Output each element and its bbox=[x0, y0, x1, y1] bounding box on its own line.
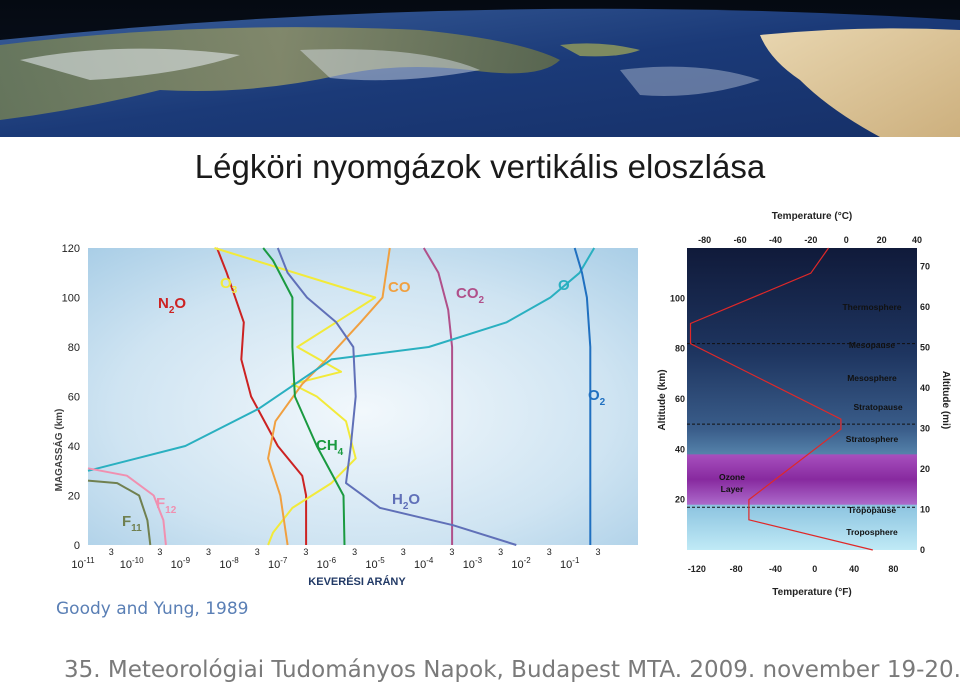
curve-ch4 bbox=[262, 247, 346, 546]
x-minor-tick-label: 3 bbox=[255, 547, 260, 557]
layer-label-stratosphere: Stratosphere bbox=[846, 434, 899, 444]
footer-text: 35. Meteorológiai Tudományos Napok, Buda… bbox=[64, 657, 960, 683]
x-minor-tick-label: 3 bbox=[109, 547, 114, 557]
x-tick-label: 10-2 bbox=[511, 556, 531, 571]
x-minor-tick-label: 3 bbox=[157, 547, 162, 557]
top-tick-label: -80 bbox=[698, 235, 711, 245]
layer-boundaries bbox=[687, 343, 917, 508]
top-tick-label: -60 bbox=[734, 235, 747, 245]
x-minor-tick-label: 3 bbox=[303, 547, 308, 557]
top-tick-label: 20 bbox=[877, 235, 887, 245]
curve-co2 bbox=[422, 247, 454, 545]
bottom-tick-label: -80 bbox=[730, 564, 743, 574]
layer-label-mesosphere: Mesosphere bbox=[847, 373, 897, 383]
layer-label-thermosphere: Thermosphere bbox=[842, 302, 901, 312]
layer-label-mesopause: Mesopause bbox=[849, 340, 896, 350]
x-tick-label: 10-3 bbox=[463, 556, 483, 571]
right-tick-label: 20 bbox=[920, 464, 930, 474]
top-tick-label: 0 bbox=[844, 235, 849, 245]
x-tick-label: 10-11 bbox=[71, 556, 95, 571]
curve-o2 bbox=[573, 247, 592, 545]
x-minor-tick-label: 3 bbox=[206, 547, 211, 557]
x-minor-tick-label: 3 bbox=[449, 547, 454, 557]
y-tick-label: 20 bbox=[68, 491, 80, 503]
bottom-tick-label: 80 bbox=[888, 564, 898, 574]
series-label-o: O bbox=[558, 277, 570, 294]
curve-co bbox=[267, 247, 391, 546]
page-title: Légköri nyomgázok vertikális eloszlása bbox=[194, 148, 766, 185]
bottom-axis-title: Temperature (°F) bbox=[772, 587, 851, 598]
y-tick-label: 100 bbox=[62, 293, 80, 305]
citation: Goody and Yung, 1989 bbox=[56, 599, 249, 619]
x-tick-label: 10-10 bbox=[120, 556, 144, 571]
right-tick-label: 30 bbox=[920, 424, 930, 434]
x-tick-label: 10-5 bbox=[365, 556, 385, 571]
left-tick-label: 80 bbox=[675, 344, 685, 354]
y-axis: 0 20 40 60 80 100 120 bbox=[62, 243, 80, 552]
layer-label-tropopause: Tropopause bbox=[848, 505, 896, 515]
y-axis-title: MAGASSÁG (km) bbox=[52, 409, 65, 492]
y-tick-label: 0 bbox=[74, 540, 80, 552]
x-minor-tick-label: 3 bbox=[498, 547, 503, 557]
x-minor-tick-label: 3 bbox=[352, 547, 357, 557]
x-tick-label: 10-9 bbox=[171, 556, 191, 571]
top-tick-label: -20 bbox=[804, 235, 817, 245]
y-tick-label: 60 bbox=[68, 392, 80, 404]
temperature-profile-line bbox=[689, 247, 873, 551]
x-tick-label: 10-4 bbox=[414, 556, 434, 571]
layer-labels: Thermosphere Mesopause Mesosphere Stratopau… bbox=[719, 302, 903, 537]
x-tick-label: 10-8 bbox=[219, 556, 239, 571]
x-axis-title: KEVERÉSI ARÁNY bbox=[308, 575, 406, 588]
curve-group bbox=[87, 247, 596, 546]
top-tick-label: -40 bbox=[769, 235, 782, 245]
axes: -80 -60 -40 -20 0 20 40-120 -80 -40 0 40 8010080604… bbox=[670, 235, 930, 574]
earth-satellite-banner bbox=[0, 0, 960, 137]
bottom-tick-label: -40 bbox=[769, 564, 782, 574]
series-label-n2o: N2O bbox=[158, 295, 186, 316]
series-label-co2: CO2 bbox=[456, 285, 485, 306]
y-tick-label: 80 bbox=[68, 342, 80, 354]
bottom-tick-label: -120 bbox=[688, 564, 706, 574]
right-tick-label: 60 bbox=[920, 302, 930, 312]
right-tick-label: 0 bbox=[920, 545, 925, 555]
curve-o bbox=[87, 247, 596, 472]
right-tick-label: 40 bbox=[920, 383, 930, 393]
right-tick-label: 10 bbox=[920, 505, 930, 515]
x-tick-label: 10-1 bbox=[560, 556, 580, 571]
series-label-co: CO bbox=[388, 279, 411, 296]
y-tick-label: 40 bbox=[68, 441, 80, 453]
layer-label-stratopause: Stratopause bbox=[853, 402, 902, 412]
ozone-layer-band bbox=[687, 454, 917, 505]
curve-f11 bbox=[87, 479, 152, 546]
x-tick-label: 10-6 bbox=[317, 556, 337, 571]
left-tick-label: 60 bbox=[675, 394, 685, 404]
x-minor-tick-label: 3 bbox=[547, 547, 552, 557]
bottom-tick-label: 40 bbox=[849, 564, 859, 574]
right-tick-label: 70 bbox=[920, 262, 930, 272]
series-label-ch4: CH4 bbox=[316, 437, 344, 458]
layer-label-ozone: Ozone Layer bbox=[719, 472, 745, 494]
left-tick-label: 20 bbox=[675, 495, 685, 505]
right-axis-title: Altitude (mi) bbox=[940, 371, 951, 429]
left-axis-title: Altitude (km) bbox=[657, 369, 668, 430]
curve-h2o bbox=[276, 247, 517, 546]
bottom-tick-label: 0 bbox=[812, 564, 817, 574]
x-tick-label: 10-7 bbox=[268, 556, 288, 571]
top-tick-label: 40 bbox=[912, 235, 922, 245]
curve-n2o bbox=[216, 247, 308, 545]
right-tick-label: 50 bbox=[920, 343, 930, 353]
y-tick-label: 120 bbox=[62, 243, 80, 255]
series-label-h2o: H2O bbox=[392, 491, 420, 512]
x-minor-tick-label: 3 bbox=[401, 547, 406, 557]
x-minor-tick-label: 3 bbox=[595, 547, 600, 557]
curve-f12 bbox=[87, 467, 167, 546]
left-tick-label: 40 bbox=[675, 444, 685, 454]
layer-label-troposphere: Troposphere bbox=[846, 527, 898, 537]
top-axis-title: Temperature (°C) bbox=[772, 211, 853, 222]
left-tick-label: 100 bbox=[670, 293, 685, 303]
x-axis: 10-11 3 10-10 3 10-9 3 10-8 3 10-7 3 10-6 3 10-5 3 10-… bbox=[71, 547, 600, 571]
atmosphere-temperature-chart: -80 -60 -40 -20 0 20 40-120 -80 -40 0 40 8010080604… bbox=[657, 211, 951, 598]
